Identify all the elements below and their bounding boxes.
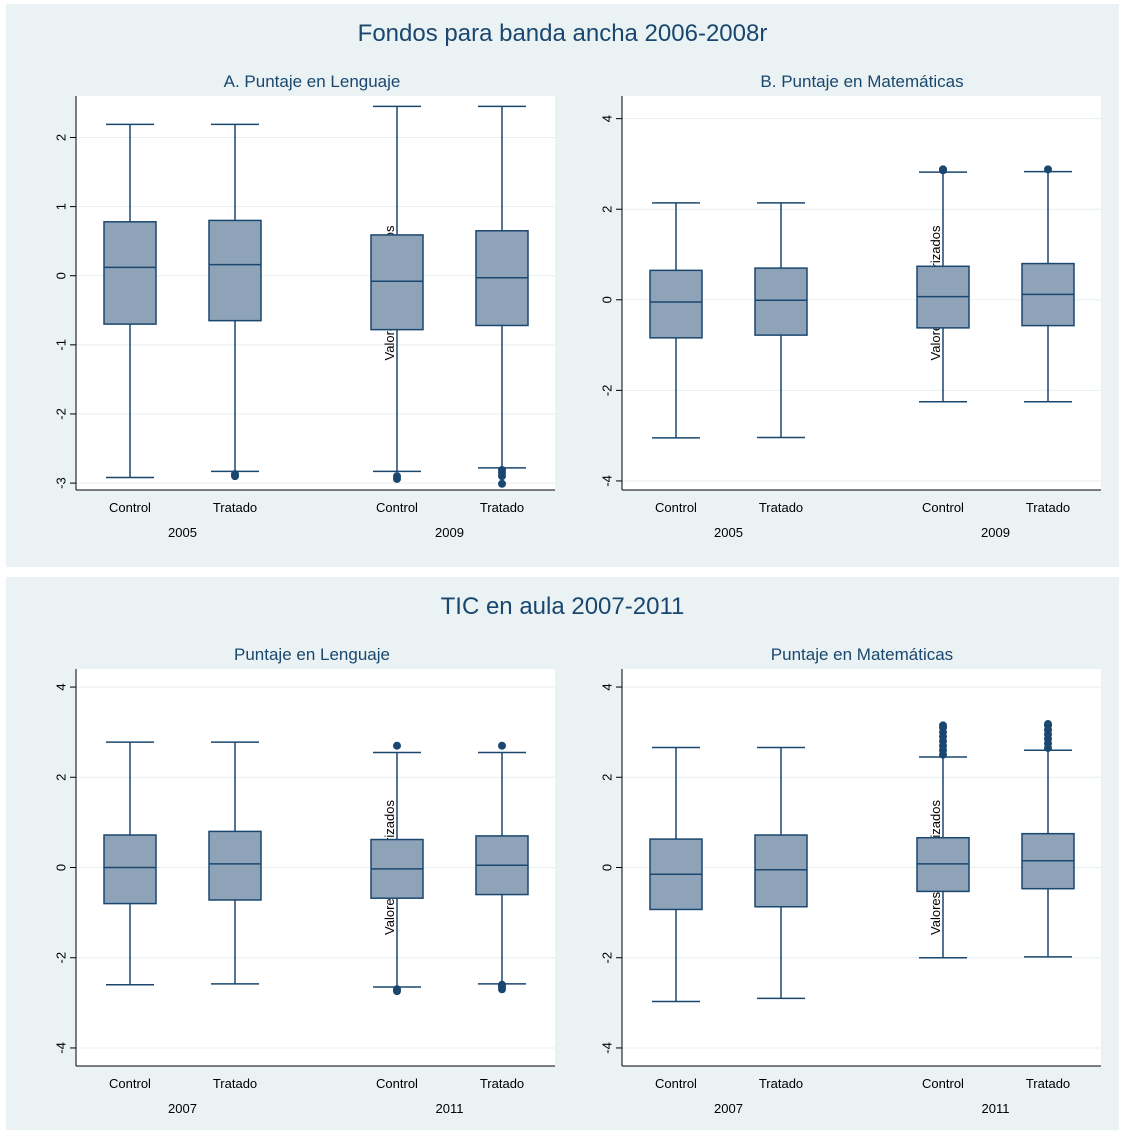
- outlier-point: [498, 741, 506, 750]
- panel-title: A. Puntaje en Lenguaje: [223, 72, 401, 91]
- box-category-label: Tratado: [1026, 500, 1070, 515]
- box-category-label: Control: [655, 1076, 697, 1091]
- year-group-label: 2007: [168, 1101, 197, 1116]
- y-tick-label: 0: [599, 864, 614, 871]
- box-category-label: Tratado: [759, 500, 803, 515]
- panel-title: Puntaje en Matemáticas: [770, 645, 954, 664]
- outlier-point: [498, 472, 506, 481]
- box-category-label: Tratado: [480, 1076, 524, 1091]
- box-category-label: Control: [376, 500, 418, 515]
- panel-title: Puntaje en Lenguaje: [234, 645, 390, 664]
- outlier-point: [393, 474, 401, 483]
- y-tick-label: -4: [599, 475, 614, 487]
- year-group-label: 2009: [435, 525, 464, 540]
- y-tick-label: 4: [53, 683, 68, 690]
- y-tick-label: -4: [53, 1042, 68, 1054]
- y-tick-label: -2: [599, 385, 614, 397]
- box-category-label: Control: [922, 500, 964, 515]
- y-tick-label: 2: [599, 206, 614, 213]
- outlier-point: [939, 721, 947, 730]
- box-iqr: [103, 221, 157, 325]
- box-iqr: [754, 834, 808, 908]
- y-tick-label: -2: [599, 952, 614, 964]
- y-tick-label: 0: [53, 864, 68, 871]
- box-category-label: Tratado: [213, 500, 257, 515]
- y-tick-label: 2: [53, 134, 68, 141]
- box-category-label: Control: [922, 1076, 964, 1091]
- box-iqr: [103, 834, 157, 905]
- y-tick-label: -4: [599, 1042, 614, 1054]
- outlier-point: [1044, 165, 1052, 174]
- y-tick-label: -3: [53, 477, 68, 489]
- box-category-label: Control: [109, 500, 151, 515]
- group-title: Fondos para banda ancha 2006-2008r: [357, 20, 768, 47]
- outlier-point: [1044, 720, 1052, 729]
- year-group-label: 2005: [168, 525, 197, 540]
- y-tick-label: -1: [53, 339, 68, 351]
- outlier-point: [393, 741, 401, 750]
- box-category-label: Control: [376, 1076, 418, 1091]
- box-category-label: Tratado: [213, 1076, 257, 1091]
- box-iqr: [208, 830, 262, 901]
- outlier-point: [939, 165, 947, 174]
- box-iqr: [754, 267, 808, 336]
- year-group-label: 2011: [436, 1101, 464, 1116]
- y-tick-label: 2: [53, 774, 68, 781]
- outlier-point: [498, 985, 506, 994]
- y-tick-label: 1: [53, 203, 68, 210]
- y-tick-label: 4: [599, 115, 614, 122]
- box-category-label: Control: [655, 500, 697, 515]
- y-tick-label: 0: [53, 272, 68, 279]
- y-tick-label: -2: [53, 408, 68, 420]
- outlier-point: [231, 472, 239, 481]
- box-category-label: Control: [109, 1076, 151, 1091]
- box-iqr: [370, 234, 424, 331]
- box-iqr: [208, 219, 262, 322]
- y-tick-label: -2: [53, 952, 68, 964]
- year-group-label: 2009: [981, 525, 1010, 540]
- box-category-label: Tratado: [480, 500, 524, 515]
- year-group-label: 2007: [714, 1101, 743, 1116]
- y-tick-label: 4: [599, 683, 614, 690]
- box-iqr: [649, 269, 703, 339]
- year-group-label: 2011: [982, 1101, 1010, 1116]
- outlier-point: [393, 987, 401, 996]
- y-tick-label: 0: [599, 296, 614, 303]
- box-category-label: Tratado: [759, 1076, 803, 1091]
- group-title: TIC en aula 2007-2011: [440, 593, 685, 620]
- box-category-label: Tratado: [1026, 1076, 1070, 1091]
- panel-title: B. Puntaje en Matemáticas: [760, 72, 964, 91]
- y-tick-label: 2: [599, 774, 614, 781]
- year-group-label: 2005: [714, 525, 743, 540]
- outlier-point: [498, 479, 506, 488]
